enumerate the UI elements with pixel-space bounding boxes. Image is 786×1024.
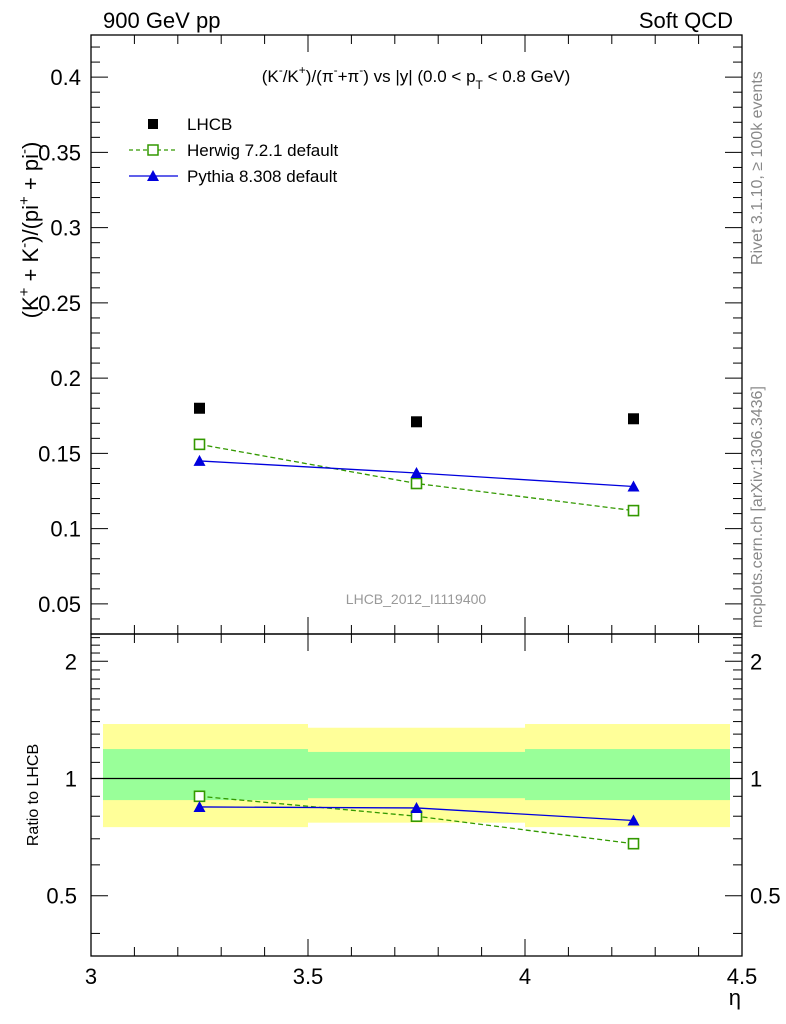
ratio-y-tick-label-right: 1 xyxy=(750,766,762,791)
legend-marker-lhcb xyxy=(148,119,158,129)
data-point-herwig xyxy=(627,837,640,850)
x-tick-label: 4 xyxy=(519,964,531,989)
title-sup: - xyxy=(279,63,283,77)
ylabel-part: + K xyxy=(18,248,43,288)
ratio-y-axis-label: Ratio to LHCB xyxy=(25,744,42,846)
legend-label-pythia: Pythia 8.308 default xyxy=(187,167,338,186)
rivet-label: Rivet 3.1.10, ≥ 100k events xyxy=(749,71,766,265)
data-point-herwig xyxy=(627,504,640,517)
data-point-herwig xyxy=(193,438,206,451)
title-part: /K xyxy=(283,67,300,86)
ylabel-sup: - xyxy=(16,149,33,154)
title-sub: T xyxy=(476,78,484,92)
title-part: (K xyxy=(262,67,280,86)
x-axis-label: η xyxy=(729,985,741,1010)
data-point-pythia xyxy=(627,480,640,492)
main-panel: 0.050.10.150.20.250.30.350.4 (K-/K+)/(π-… xyxy=(16,34,743,635)
data-point-pythia xyxy=(193,800,206,812)
y-tick-label: 0.2 xyxy=(50,366,81,391)
title-part: ) vs |y| (0.0 < p xyxy=(363,67,475,86)
title-sup: + xyxy=(299,63,306,77)
header-right: Soft QCD xyxy=(639,8,733,33)
main-title: (K-/K+)/(π-+π-) vs |y| (0.0 < pT < 0.8 G… xyxy=(262,63,571,92)
y-tick-label: 0.35 xyxy=(38,140,81,165)
title-part: < 0.8 GeV) xyxy=(483,67,570,86)
watermark: LHCB_2012_I1119400 xyxy=(346,591,487,607)
ylabel-sup: + xyxy=(16,196,33,205)
uncertainty-band-inner xyxy=(525,749,730,801)
header-left: 900 GeV pp xyxy=(103,8,220,33)
ratio-y-tick-label: 2 xyxy=(65,649,77,674)
title-part: +π xyxy=(338,67,360,86)
ylabel-part: + pi xyxy=(18,154,43,196)
ratio-y-tick-label: 0.5 xyxy=(46,884,77,909)
data-point-pythia xyxy=(410,466,423,478)
title-part: )/(π xyxy=(306,67,334,86)
data-point-pythia xyxy=(410,801,423,813)
mcplots-label: mcplots.cern.ch [arXiv:1306.3436] xyxy=(749,386,766,628)
main-y-axis-label: (K+ + K-)/(pi+ + pi-) xyxy=(16,142,43,319)
y-tick-label: 0.05 xyxy=(38,592,81,617)
ratio-panel: 0.5 0.5 1 1 2 2 3 3.5 4 4.5 Ratio to LHCB η xyxy=(25,633,781,1010)
ylabel-part: ) xyxy=(18,142,43,149)
title-sup: - xyxy=(359,63,363,77)
data-point-lhcb xyxy=(411,416,422,428)
legend-label-herwig: Herwig 7.2.1 default xyxy=(187,141,338,160)
data-point-pythia xyxy=(627,814,640,826)
legend-marker-herwig xyxy=(147,144,159,156)
y-tick-label: 0.4 xyxy=(50,65,81,90)
x-tick-label: 3.5 xyxy=(293,964,324,989)
x-tick-label: 4.5 xyxy=(727,964,758,989)
legend-marker-pythia xyxy=(147,170,159,181)
y-tick-label: 0.1 xyxy=(50,517,81,542)
data-point-pythia xyxy=(193,454,206,466)
ylabel-part: )/(pi xyxy=(18,205,43,243)
data-point-lhcb xyxy=(628,413,639,425)
ratio-y-tick-label-right: 0.5 xyxy=(750,884,781,909)
ylabel-part: (K xyxy=(18,296,43,318)
ratio-y-tick-label-right: 2 xyxy=(750,649,762,674)
uncertainty-band-inner xyxy=(308,751,525,799)
title-sup: - xyxy=(334,63,338,77)
x-tick-label: 3 xyxy=(85,964,97,989)
y-tick-label: 0.3 xyxy=(50,216,81,241)
ratio-plot-frame xyxy=(90,633,743,957)
y-tick-label: 0.15 xyxy=(38,441,81,466)
legend: LHCB Herwig 7.2.1 default Pythia 8.308 d… xyxy=(129,115,338,186)
ylabel-sup: - xyxy=(16,243,33,248)
uncertainty-band-inner xyxy=(103,749,308,801)
ratio-y-tick-label: 1 xyxy=(65,766,77,791)
data-point-lhcb xyxy=(194,402,205,414)
data-point-herwig xyxy=(193,790,206,803)
y-tick-label: 0.25 xyxy=(38,291,81,316)
data-point-herwig xyxy=(410,477,423,490)
legend-label-lhcb: LHCB xyxy=(187,115,232,134)
ylabel-sup: + xyxy=(16,287,33,296)
